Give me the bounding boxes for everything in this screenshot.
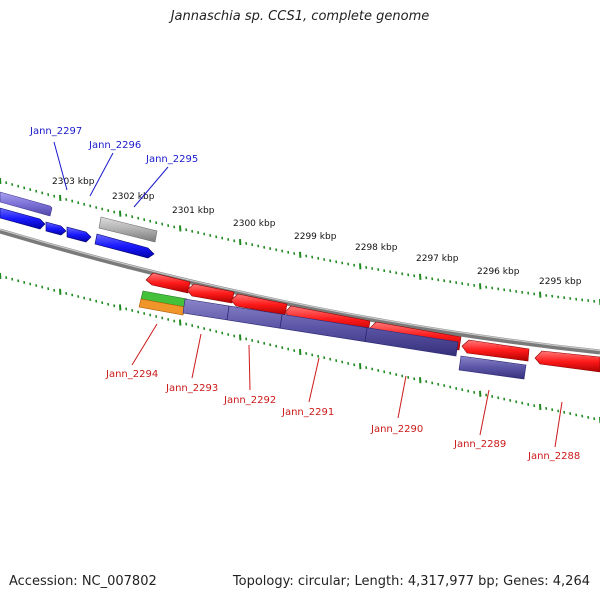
reverse-features bbox=[138, 272, 600, 380]
scale-label: 2296 kbp bbox=[477, 267, 520, 277]
genome-backbone bbox=[0, 228, 600, 355]
scale-label: 2298 kbp bbox=[355, 243, 398, 253]
scale-label: 2302 kbp bbox=[112, 192, 155, 202]
gene-label-top[interactable]: Jann_2297 bbox=[29, 126, 82, 137]
gene-arrow-jann-2295[interactable] bbox=[94, 233, 155, 259]
leader-line bbox=[89, 152, 114, 197]
map-title: Jannaschia sp. CCS1, complete genome bbox=[170, 9, 430, 24]
leader-line bbox=[191, 333, 202, 379]
bottom-gene-labels: Jann_2294 Jann_2293 Jann_2292 Jann_2291 … bbox=[105, 323, 580, 462]
gene-label-bottom[interactable]: Jann_2292 bbox=[223, 395, 276, 406]
top-gene-labels: Jann_2297 Jann_2296 Jann_2295 bbox=[29, 126, 198, 208]
scale-label: 2295 kbp bbox=[539, 277, 582, 287]
leader-line bbox=[479, 389, 490, 436]
scale-labels: 2303 kbp 2302 kbp 2301 kbp 2300 kbp 2299… bbox=[52, 177, 582, 287]
gene-label-bottom[interactable]: Jann_2294 bbox=[105, 369, 158, 380]
leader-line bbox=[397, 375, 407, 419]
scale-label: 2303 kbp bbox=[52, 177, 95, 187]
leader-line bbox=[133, 166, 169, 208]
gene-label-top[interactable]: Jann_2296 bbox=[88, 140, 141, 151]
leader-line bbox=[53, 141, 68, 191]
gene-arrow-jann-2298[interactable] bbox=[0, 207, 46, 230]
cog-band-divider bbox=[226, 305, 230, 321]
cog-band-divider bbox=[279, 314, 283, 329]
scale-label: 2301 kbp bbox=[172, 206, 215, 216]
gene-label-top[interactable]: Jann_2295 bbox=[145, 154, 198, 165]
grey-feature[interactable] bbox=[98, 216, 158, 243]
accession-text: Accession: NC_007802 bbox=[9, 574, 157, 589]
gene-arrow-jann-2289[interactable] bbox=[461, 339, 530, 362]
scale-label: 2299 kbp bbox=[294, 232, 337, 242]
gene-arrow-jann-2292[interactable] bbox=[230, 293, 288, 316]
leader-line bbox=[248, 344, 251, 391]
genome-backbone-highlight bbox=[0, 228, 600, 352]
scale-label: 2297 kbp bbox=[416, 254, 459, 264]
cog-band-reverse[interactable] bbox=[182, 298, 459, 357]
gene-arrow-jann-2288[interactable] bbox=[534, 350, 600, 373]
orange-feature[interactable] bbox=[138, 298, 186, 316]
cog-band-forward[interactable] bbox=[0, 191, 53, 217]
gene-label-bottom[interactable]: Jann_2291 bbox=[281, 407, 334, 418]
forward-features bbox=[0, 191, 158, 259]
gene-arrow-jann-2294[interactable] bbox=[145, 272, 191, 294]
scale-ticks-bottom bbox=[0, 272, 600, 424]
gene-arrow-jann-2293[interactable] bbox=[186, 283, 235, 304]
cog-band-divider bbox=[364, 327, 368, 343]
gene-arrow-jann-2297[interactable] bbox=[45, 221, 67, 236]
genome-summary: Topology: circular; Length: 4,317,977 bp… bbox=[232, 574, 590, 589]
leader-line bbox=[308, 357, 320, 403]
gene-label-bottom[interactable]: Jann_2293 bbox=[165, 383, 218, 394]
leader-line bbox=[131, 323, 158, 366]
scale-label: 2300 kbp bbox=[233, 219, 276, 229]
cog-band-reverse[interactable] bbox=[458, 355, 527, 380]
scale-ticks-top bbox=[0, 177, 600, 306]
leader-line bbox=[554, 401, 563, 448]
gene-arrow-jann-2296[interactable] bbox=[66, 226, 92, 243]
gene-label-bottom[interactable]: Jann_2290 bbox=[370, 424, 423, 435]
gene-label-bottom[interactable]: Jann_2289 bbox=[453, 439, 506, 450]
gene-label-bottom[interactable]: Jann_2288 bbox=[527, 451, 580, 462]
